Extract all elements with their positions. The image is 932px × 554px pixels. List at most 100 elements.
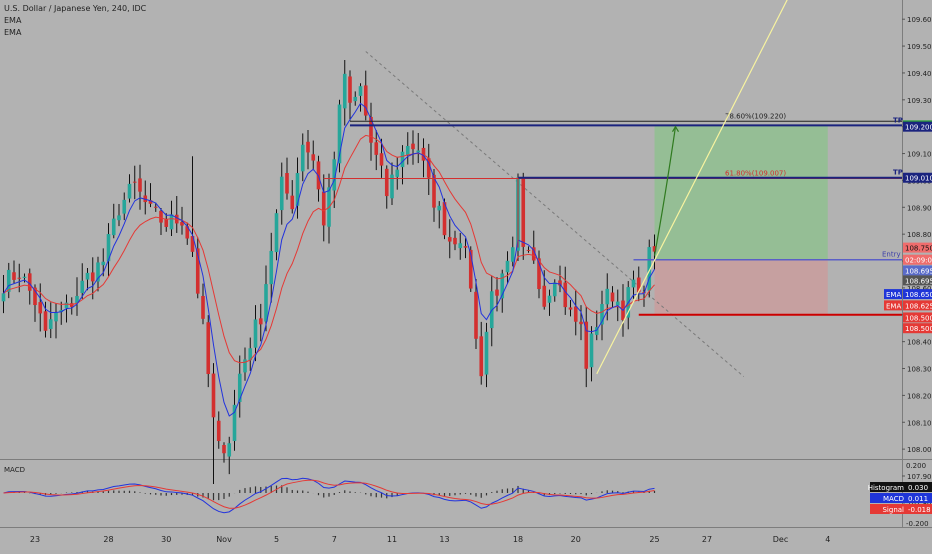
candle-body[interactable] bbox=[647, 247, 652, 291]
candle-body[interactable] bbox=[353, 96, 358, 102]
price-label[interactable]: 108.750 bbox=[903, 242, 932, 253]
candle-body[interactable] bbox=[463, 246, 468, 248]
candle-body[interactable] bbox=[605, 288, 610, 305]
candle-body[interactable] bbox=[106, 234, 111, 262]
candle-body[interactable] bbox=[358, 86, 363, 96]
candle-body[interactable] bbox=[579, 321, 583, 325]
candle-body[interactable] bbox=[495, 289, 499, 296]
candle-body[interactable] bbox=[374, 142, 379, 155]
candle-body[interactable] bbox=[295, 173, 300, 206]
candle-body[interactable] bbox=[526, 249, 531, 251]
candle-body[interactable] bbox=[342, 73, 347, 109]
candle-body[interactable] bbox=[85, 272, 90, 280]
candle-body[interactable] bbox=[169, 214, 174, 230]
candle-body[interactable] bbox=[285, 173, 289, 194]
macd-line[interactable] bbox=[3, 477, 655, 514]
candle-body[interactable] bbox=[442, 202, 447, 236]
price-label[interactable]: 108.500 bbox=[903, 312, 932, 323]
candle-body[interactable] bbox=[17, 277, 22, 279]
candle-body[interactable] bbox=[148, 200, 153, 204]
candle-body[interactable] bbox=[610, 292, 615, 302]
candle-body[interactable] bbox=[615, 301, 620, 306]
candle-body[interactable] bbox=[432, 174, 436, 208]
candle-body[interactable] bbox=[426, 158, 431, 178]
candle-body[interactable] bbox=[117, 215, 121, 221]
candle-body[interactable] bbox=[279, 176, 284, 211]
candle-body[interactable] bbox=[537, 258, 541, 290]
candle-body[interactable] bbox=[159, 210, 163, 223]
candle-body[interactable] bbox=[164, 218, 169, 227]
candle-body[interactable] bbox=[180, 222, 184, 226]
candle-body[interactable] bbox=[190, 236, 195, 252]
candle-body[interactable] bbox=[589, 333, 594, 368]
price-label[interactable]: 109.200 bbox=[903, 121, 932, 132]
candle-body[interactable] bbox=[6, 269, 11, 292]
candle-body[interactable] bbox=[500, 273, 505, 299]
candle-body[interactable] bbox=[222, 445, 226, 454]
candle-body[interactable] bbox=[594, 327, 599, 335]
candle-body[interactable] bbox=[22, 276, 27, 279]
candle-body[interactable] bbox=[253, 319, 258, 348]
candle-body[interactable] bbox=[369, 116, 373, 143]
candle-body[interactable] bbox=[216, 420, 221, 442]
candle-body[interactable] bbox=[474, 291, 478, 339]
candle-body[interactable] bbox=[558, 280, 562, 286]
candle-body[interactable] bbox=[458, 243, 463, 249]
candle-body[interactable] bbox=[306, 141, 310, 153]
candle-body[interactable] bbox=[411, 143, 415, 150]
candle-body[interactable] bbox=[531, 247, 536, 261]
candle-body[interactable] bbox=[274, 213, 279, 253]
candle-body[interactable] bbox=[584, 321, 589, 369]
candle-body[interactable] bbox=[75, 295, 79, 303]
candle-body[interactable] bbox=[479, 336, 484, 377]
candle-body[interactable] bbox=[90, 272, 95, 282]
candle-body[interactable] bbox=[416, 150, 421, 153]
candle-body[interactable] bbox=[363, 85, 368, 116]
candle-body[interactable] bbox=[1, 293, 6, 302]
loss-zone[interactable] bbox=[654, 259, 828, 315]
price-label[interactable]: 108.500 bbox=[903, 323, 932, 334]
candle-body[interactable] bbox=[127, 183, 132, 199]
candle-body[interactable] bbox=[258, 318, 263, 325]
candle-body[interactable] bbox=[400, 151, 405, 168]
price-label[interactable]: 108.695 bbox=[903, 265, 932, 276]
dashed-trend-line[interactable] bbox=[365, 51, 745, 377]
projection-arrow[interactable] bbox=[653, 126, 677, 256]
candle-body[interactable] bbox=[521, 178, 526, 247]
candle-body[interactable] bbox=[547, 295, 552, 303]
candle-body[interactable] bbox=[631, 279, 636, 288]
candle-body[interactable] bbox=[153, 206, 158, 208]
ema-fast-line[interactable] bbox=[3, 102, 655, 417]
candle-body[interactable] bbox=[321, 191, 326, 226]
candle-body[interactable] bbox=[12, 272, 16, 280]
candle-body[interactable] bbox=[390, 174, 394, 199]
candle-body[interactable] bbox=[437, 205, 442, 211]
candle-body[interactable] bbox=[348, 76, 352, 103]
indicator-ema-2-label[interactable]: EMA bbox=[4, 28, 22, 37]
price-label[interactable]: 108.695 bbox=[903, 275, 932, 286]
candle-body[interactable] bbox=[237, 373, 242, 402]
candle-body[interactable] bbox=[195, 248, 200, 294]
candle-body[interactable] bbox=[269, 250, 274, 285]
candle-body[interactable] bbox=[232, 404, 237, 442]
candle-body[interactable] bbox=[27, 273, 32, 291]
support-trend-line[interactable] bbox=[596, 0, 791, 375]
candle-body[interactable] bbox=[311, 154, 316, 161]
candle-body[interactable] bbox=[38, 302, 43, 314]
candle-body[interactable] bbox=[248, 348, 253, 361]
candle-body[interactable] bbox=[384, 168, 389, 197]
profit-zone[interactable] bbox=[654, 125, 828, 260]
candle-body[interactable] bbox=[395, 169, 400, 177]
candle-body[interactable] bbox=[48, 319, 53, 329]
candle-body[interactable] bbox=[337, 104, 342, 164]
price-label[interactable]: 108.650 EMA bbox=[884, 289, 932, 300]
candle-body[interactable] bbox=[64, 302, 69, 309]
candle-body[interactable] bbox=[379, 153, 384, 166]
candle-body[interactable] bbox=[542, 285, 547, 307]
candle-body[interactable] bbox=[505, 260, 510, 273]
candle-body[interactable] bbox=[264, 284, 268, 322]
macd-signal-line[interactable] bbox=[3, 479, 655, 509]
candle-body[interactable] bbox=[111, 218, 116, 236]
